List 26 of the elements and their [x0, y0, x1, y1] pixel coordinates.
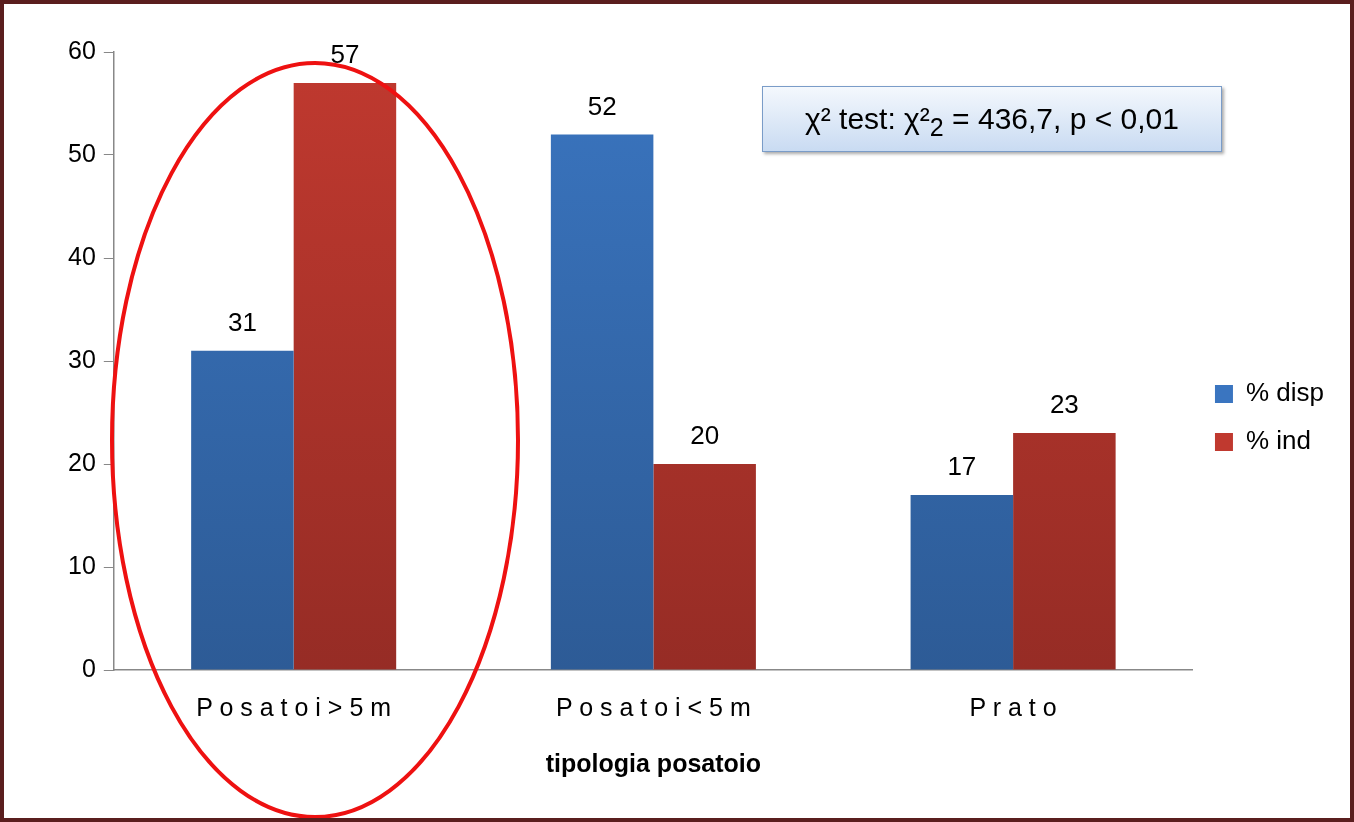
data-label: 23 [1049, 389, 1079, 420]
data-label: 31 [227, 306, 257, 337]
data-label: 57 [330, 39, 360, 70]
bar [1013, 433, 1116, 670]
y-tick-label: 20 [68, 447, 96, 476]
bar [910, 494, 1014, 670]
x-tick-label: P r a t o [969, 692, 1057, 721]
annotation: χ² test: χ²$_{2}$ = 436,7, p < 0,01 [762, 86, 1222, 152]
y-tick-label: 60 [68, 35, 96, 64]
x-tick-label: P o s a t o i < 5 m [555, 692, 751, 721]
data-label: 20 [690, 420, 720, 451]
bar [653, 464, 756, 670]
data-label: 17 [947, 451, 977, 482]
y-tick-label: 50 [68, 138, 96, 167]
y-tick-label: 10 [68, 550, 96, 579]
bar [293, 82, 397, 670]
x-axis-title: tipologia posatoio [545, 748, 762, 777]
y-tick-label: 30 [68, 344, 96, 373]
data-label: 52 [587, 90, 617, 121]
legend-label: % ind [1245, 425, 1312, 456]
legend-label: % disp [1245, 377, 1325, 408]
bar [550, 134, 654, 670]
y-tick-label: 0 [81, 653, 96, 682]
y-tick-label: 40 [68, 241, 96, 270]
x-tick-label: P o s a t o i > 5 m [196, 692, 392, 721]
bar [191, 350, 294, 670]
